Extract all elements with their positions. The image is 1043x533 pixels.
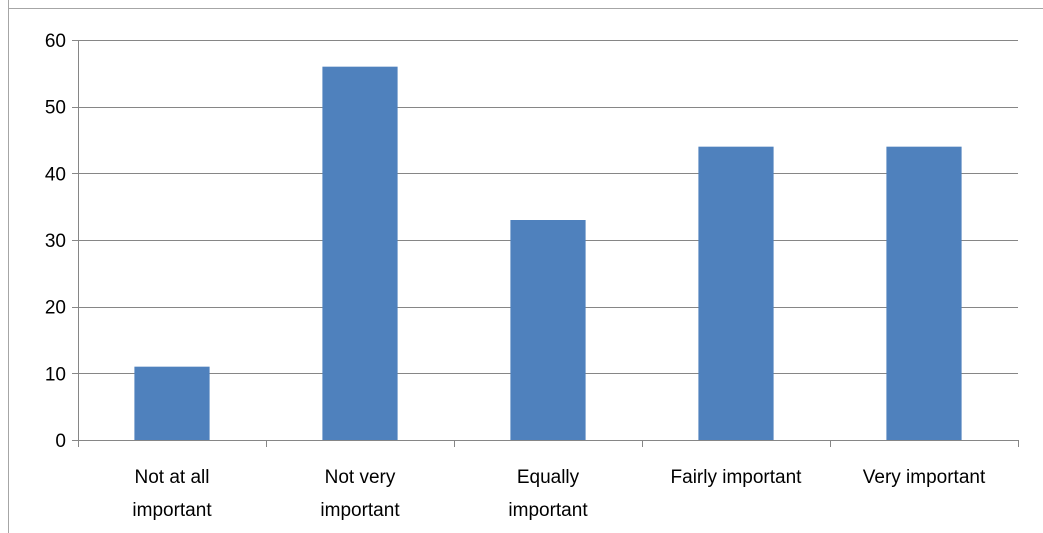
bar-5 [886,146,962,441]
y-tick-label: 40 [45,164,66,185]
y-tick-labels: 0 10 20 30 40 50 60 [45,31,66,452]
x-tick-label: important [132,500,212,521]
bars [134,66,962,441]
x-tick-label: Equally [517,467,580,488]
bar-2 [322,66,398,441]
y-tick-label: 0 [55,431,66,452]
x-tick-label: Not very [325,467,396,488]
axes [72,40,1019,447]
chart-frame-lines [8,0,1043,533]
y-tick-label: 30 [45,231,66,252]
y-tick-label: 10 [45,364,66,385]
x-tick-label: Not at all [135,467,210,488]
x-tick-label: important [320,500,400,521]
x-tick-label: important [508,500,588,521]
bar-1 [134,366,210,440]
bar-3 [510,220,586,440]
x-tick-labels: Not at all important Not very important Equa… [132,467,986,521]
x-tick-label: Very important [863,467,986,488]
y-tick-label: 20 [45,298,66,319]
x-tick-label: Fairly important [671,467,803,488]
y-tick-label: 50 [45,98,66,119]
bar-4 [698,146,774,441]
y-tick-label: 60 [45,31,66,52]
